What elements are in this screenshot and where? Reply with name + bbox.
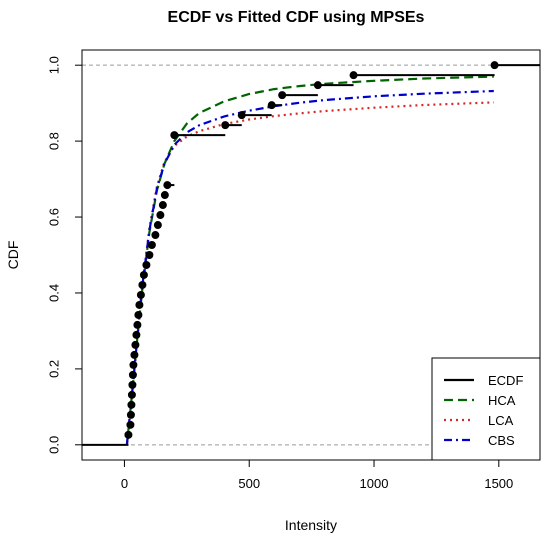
ecdf-point: [126, 410, 135, 419]
series-line-lca: [125, 101, 494, 445]
ecdf-point: [151, 231, 160, 240]
x-tick-label: 500: [238, 476, 260, 491]
ecdf-point: [156, 211, 165, 220]
x-axis-label: Intensity: [285, 517, 337, 533]
y-axis-label: CDF: [5, 241, 21, 270]
x-axis: 0 500 1000 1500: [121, 459, 513, 491]
ecdf-point: [127, 390, 136, 399]
x-tick-label: 1500: [484, 476, 513, 491]
legend-label: LCA: [488, 413, 514, 428]
ecdf-point: [158, 201, 167, 210]
ecdf-point: [163, 181, 172, 190]
ecdf-point: [128, 370, 137, 379]
ecdf-point: [139, 270, 148, 279]
ecdf-point: [278, 91, 287, 100]
ecdf-point: [135, 300, 144, 309]
ecdf-point: [138, 280, 147, 289]
ecdf-point: [142, 260, 151, 269]
y-tick-label: 0.8: [47, 132, 62, 150]
ecdf-point: [145, 251, 154, 259]
legend-label: CBS: [488, 433, 515, 448]
ecdf-steps: [82, 61, 540, 446]
ecdf-point: [130, 350, 139, 359]
ecdf-point: [313, 81, 322, 90]
ecdf-point: [221, 121, 230, 130]
x-tick-label: 0: [121, 476, 128, 491]
ecdf-point: [128, 380, 137, 389]
y-axis: 0.0 0.2 0.4 0.6 0.8 1.0: [47, 56, 83, 454]
y-tick-label: 0.6: [47, 208, 62, 226]
ecdf-point: [134, 310, 143, 319]
ecdf-point: [267, 101, 276, 110]
ecdf-point: [490, 61, 499, 70]
y-tick-label: 0.4: [47, 284, 62, 302]
legend-box: [431, 357, 541, 461]
y-tick-label: 0.2: [47, 360, 62, 378]
ecdf-point: [129, 360, 138, 369]
ecdf-point: [132, 330, 141, 339]
legend-label: HCA: [488, 393, 516, 408]
ecdf-point: [170, 131, 179, 140]
ecdf-point: [136, 290, 145, 299]
legend-label: ECDF: [488, 373, 523, 388]
ecdf-point: [153, 221, 162, 230]
x-tick-label: 1000: [360, 476, 389, 491]
ecdf-point: [147, 241, 156, 250]
legend: ECDF HCA LCA CBS: [431, 357, 541, 461]
ecdf-point: [131, 340, 140, 349]
ecdf-point: [133, 320, 142, 329]
y-tick-label: 1.0: [47, 56, 62, 74]
ecdf-point: [127, 400, 136, 409]
ecdf-point: [126, 420, 135, 429]
y-tick-label: 0.0: [47, 436, 62, 454]
ecdf-point: [124, 430, 133, 439]
ecdf-point: [349, 71, 358, 80]
ecdf-point: [237, 111, 246, 120]
ecdf-point: [160, 191, 169, 200]
chart-title: ECDF vs Fitted CDF using MPSEs: [168, 9, 425, 26]
